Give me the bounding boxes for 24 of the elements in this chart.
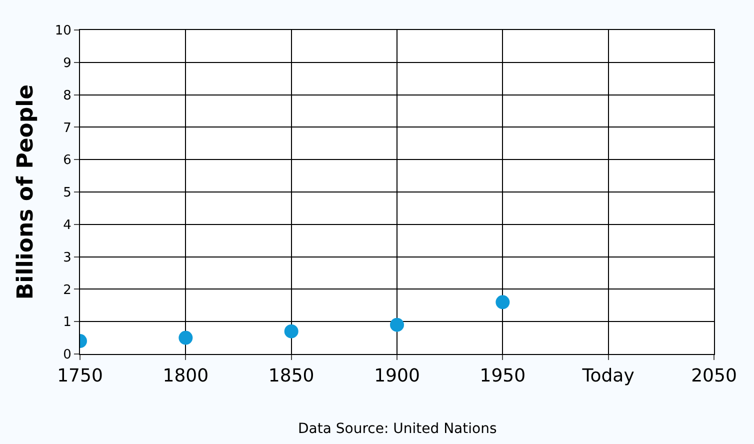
y-tick-label: 0 bbox=[63, 348, 72, 363]
y-tick-label: 2 bbox=[63, 282, 72, 298]
x-tick-label: 1850 bbox=[268, 366, 314, 387]
y-tick-label: 6 bbox=[63, 153, 72, 168]
y-tick-label: 10 bbox=[54, 24, 72, 39]
x-tick-label: 1750 bbox=[57, 366, 103, 387]
point bbox=[178, 330, 193, 345]
y-tick-label: 1 bbox=[63, 315, 72, 330]
y-tick-label: 7 bbox=[63, 120, 72, 136]
source-note: Data Source: United Nations bbox=[298, 421, 497, 437]
y-tick-label: 5 bbox=[63, 186, 72, 201]
y-axis-title: Billions of People bbox=[14, 84, 39, 300]
y-tick-label: 3 bbox=[63, 250, 72, 266]
point bbox=[390, 318, 404, 332]
x-tick-label: 1800 bbox=[162, 366, 209, 387]
y-tick-label: 4 bbox=[63, 218, 72, 233]
y-tick-label: 8 bbox=[63, 88, 72, 104]
y-tick-label: 9 bbox=[63, 56, 72, 71]
x-tick-label: 1900 bbox=[374, 366, 420, 387]
point bbox=[284, 324, 298, 338]
x-tick-label: 2050 bbox=[691, 366, 737, 387]
x-tick-label: Today bbox=[581, 366, 635, 387]
x-tick-label: 1950 bbox=[480, 366, 526, 387]
point bbox=[496, 295, 510, 310]
